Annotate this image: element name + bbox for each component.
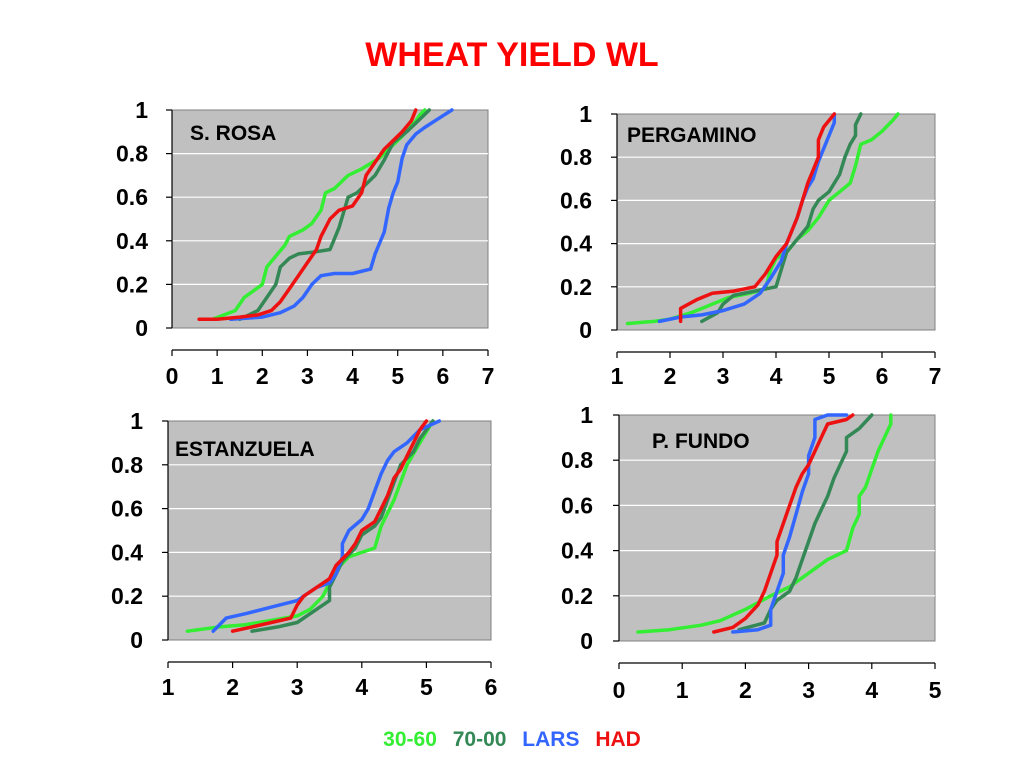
y-tick-label: 0.6 [561, 492, 593, 518]
x-tick-label: 7 [929, 363, 942, 389]
x-tick-label: 5 [391, 363, 404, 389]
y-tick-label: 0.6 [116, 184, 148, 210]
y-tick-label: 0.2 [111, 583, 143, 609]
series-line-70-00 [737, 413, 874, 632]
plot-area [167, 420, 492, 641]
x-tick-label: 5 [823, 363, 836, 389]
series-line-30-60 [636, 413, 893, 634]
x-tick-label: 1 [676, 677, 689, 703]
x-tick-label: 6 [436, 363, 449, 389]
x-tick-label: 3 [802, 677, 815, 703]
y-tick-label: 0.2 [560, 274, 592, 300]
legend-item-30-60: 30-60 [383, 728, 437, 751]
y-tick-label: 0.8 [116, 141, 148, 167]
x-tick-label: 3 [301, 363, 314, 389]
y-tick-label: 0.4 [560, 231, 592, 257]
x-tick-label: 1 [611, 363, 624, 389]
y-tick-label: 0 [135, 315, 148, 341]
y-tick-label: 0.6 [560, 187, 592, 213]
y-tick-label: 0 [130, 627, 143, 653]
chart-panel-pergamino: 0 0.2 0.4 0.6 0.8 1 1 2 3 4 5 6 7 PERGAMINO [560, 101, 941, 389]
x-tick-label: 6 [876, 363, 889, 389]
x-tick-label: 2 [226, 674, 239, 700]
x-tick-label: 1 [162, 674, 175, 700]
page-title: WHEAT YIELD WL [365, 36, 659, 74]
series-line-had [712, 413, 855, 634]
y-tick-label: 0.4 [561, 538, 593, 564]
x-tick-label: 4 [346, 363, 359, 389]
legend: 30-60 70-00 LARS HAD [0, 728, 1024, 752]
series-line-had [678, 112, 837, 324]
y-tick-label: 1 [135, 97, 148, 123]
legend-item-had: HAD [595, 728, 641, 751]
x-tick-label: 4 [865, 677, 878, 703]
x-tick-label: 3 [717, 363, 730, 389]
x-tick-label: 4 [355, 674, 368, 700]
series-line-had [230, 419, 429, 633]
x-tick-label: 5 [929, 677, 942, 703]
y-tick-label: 0.4 [116, 228, 148, 254]
series-line-lars [211, 419, 442, 633]
y-tick-label: 0.4 [111, 539, 143, 565]
charts-canvas: 00.20.40.60.810 1 2 3 4 5 6 7S. ROSA00.20.40.60… [111, 97, 942, 703]
panel-label: PERGAMINO [627, 124, 757, 147]
x-tick-label: 0 [166, 363, 179, 389]
series-line-lars [731, 413, 849, 634]
y-tick-label: 0.8 [560, 144, 592, 170]
chart-panel-estanzuela: 0 0.2 0.4 0.6 0.8 1 1 2 3 4 5 6 ESTANZUELA [111, 408, 497, 700]
series-line-lars [228, 108, 454, 322]
chart-panel-s-rosa: 0 0.2 0.4 0.6 0.8 1 0 1 2 3 4 5 6 7 S. ROSA [116, 97, 494, 389]
y-tick-label: 0.2 [561, 583, 593, 609]
y-tick-label: 0 [579, 317, 592, 343]
y-tick-label: 1 [579, 101, 592, 127]
series-line-70-00 [700, 112, 863, 324]
legend-item-lars: LARS [522, 728, 580, 751]
x-tick-label: 1 [211, 363, 224, 389]
y-tick-label: 0.6 [111, 496, 143, 522]
y-tick-label: 0.8 [561, 447, 593, 473]
legend-item-70-00: 70-00 [452, 728, 507, 751]
panel-label: P. FUNDO [652, 430, 750, 453]
x-tick-label: 5 [420, 674, 433, 700]
series-line-had [197, 108, 418, 322]
x-tick-label: 6 [485, 674, 498, 700]
y-tick-label: 1 [580, 402, 593, 428]
y-tick-label: 0.8 [111, 452, 143, 478]
panel-label: S. ROSA [190, 122, 276, 145]
x-tick-label: 2 [664, 363, 677, 389]
chart-panel-p-fundo: 0 0.2 0.4 0.6 0.8 1 0 1 2 3 4 5 P. FUNDO [561, 402, 942, 703]
y-tick-label: 1 [130, 408, 143, 434]
y-tick-label: 0.2 [116, 271, 148, 297]
y-tick-label: 0 [580, 628, 593, 654]
x-tick-label: 4 [770, 363, 783, 389]
plot-area [616, 113, 936, 331]
x-tick-label: 7 [482, 363, 495, 389]
x-tick-label: 2 [739, 677, 752, 703]
x-tick-label: 3 [291, 674, 304, 700]
panel-label: ESTANZUELA [175, 438, 315, 461]
x-tick-label: 0 [613, 677, 626, 703]
x-tick-label: 2 [256, 363, 269, 389]
